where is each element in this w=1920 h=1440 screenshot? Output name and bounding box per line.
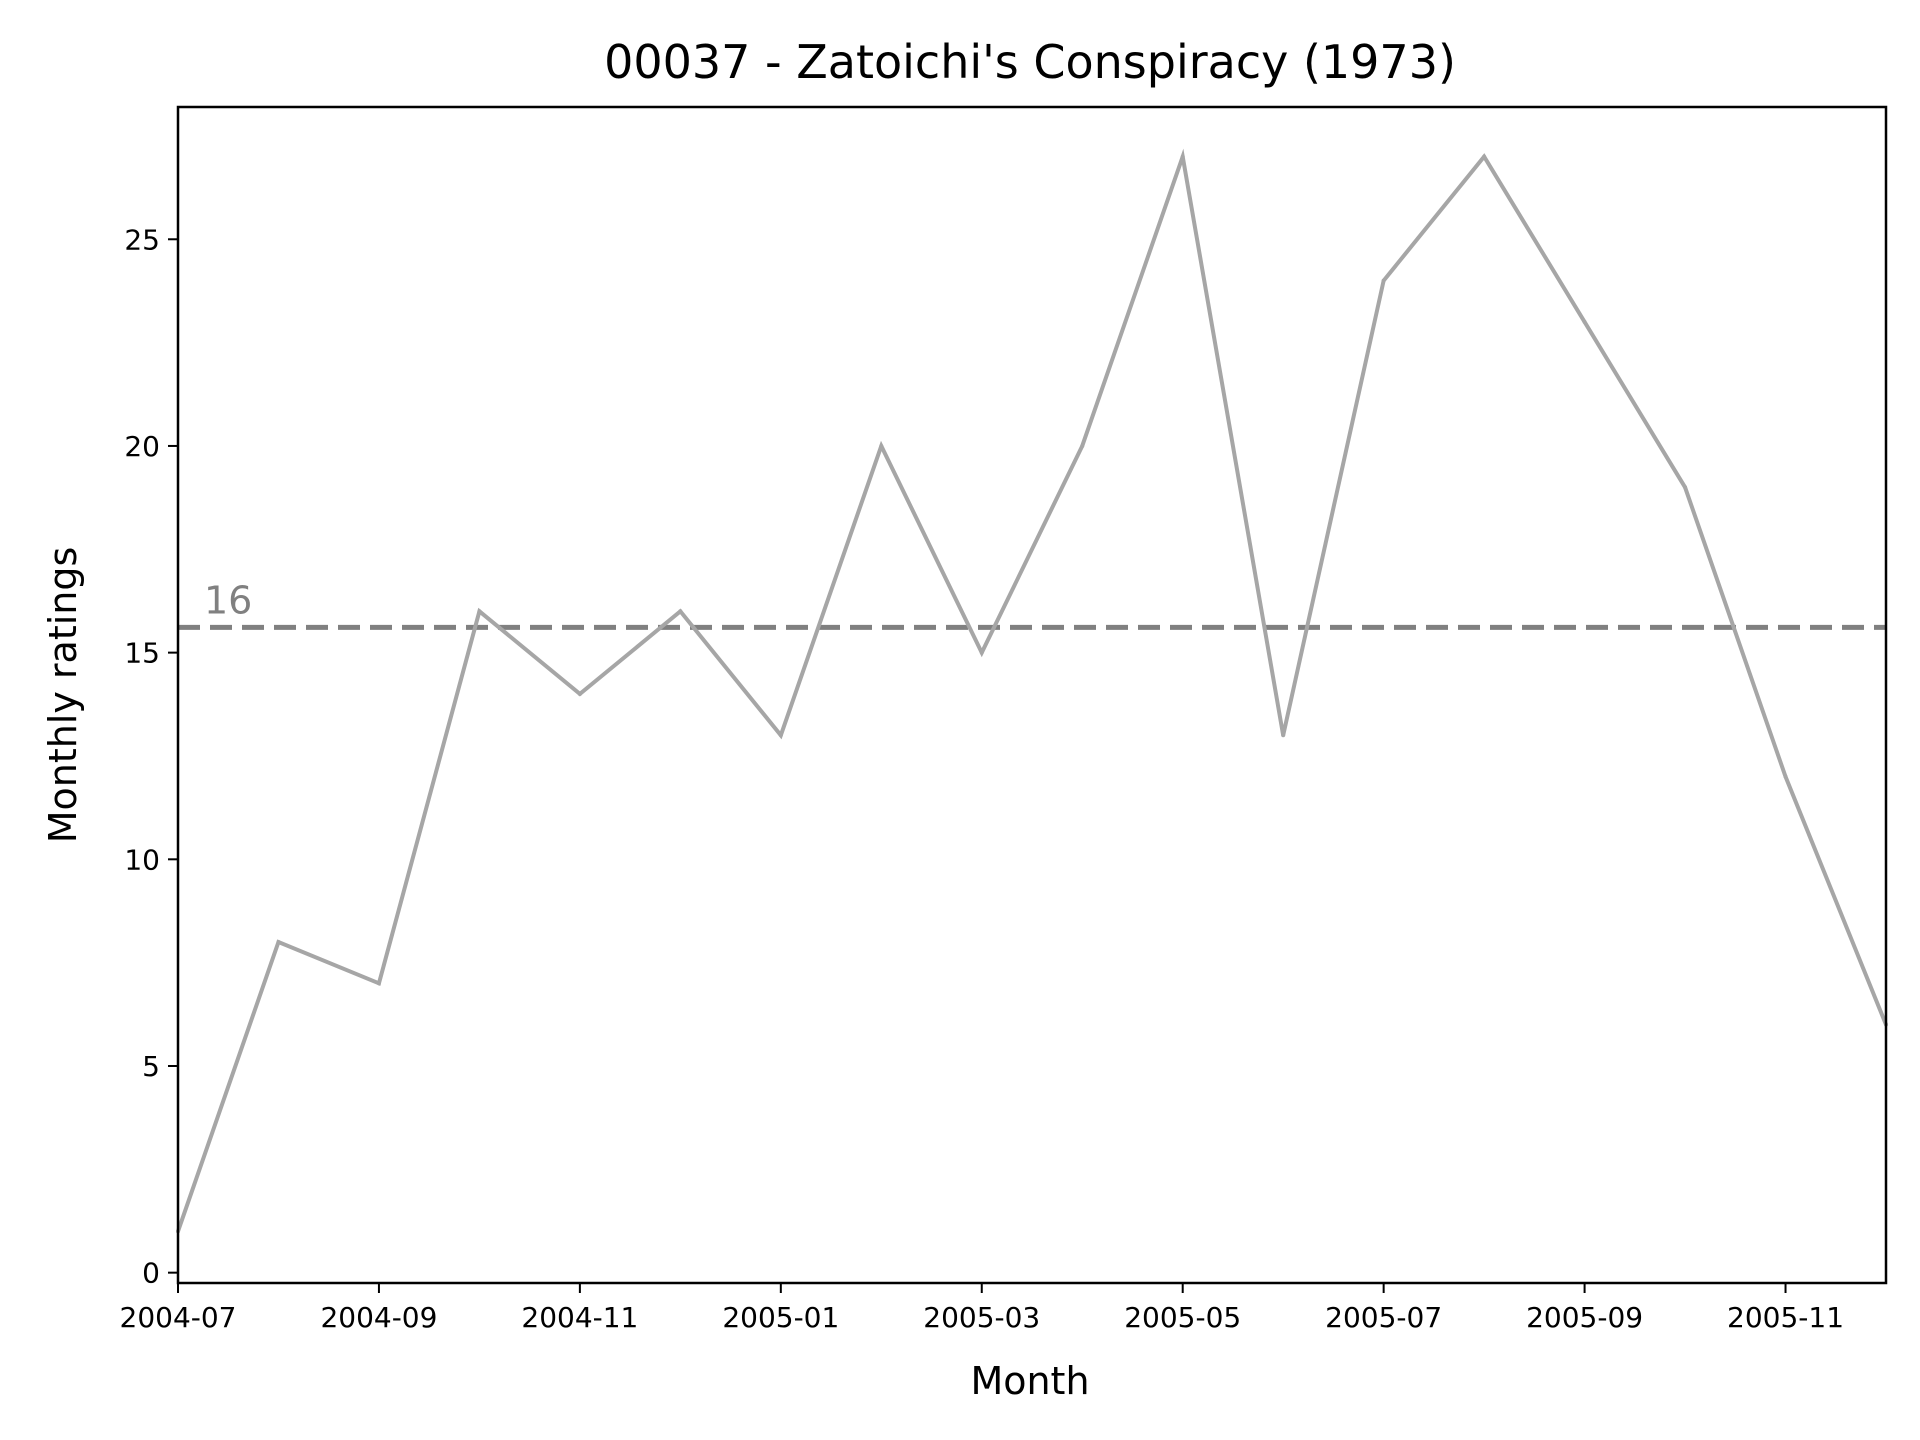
- mean-reference-label: 16: [204, 578, 252, 622]
- data-point: [1683, 485, 1688, 490]
- series-line-0: [176, 148, 1888, 1232]
- y-tick-label: 20: [124, 430, 160, 463]
- data-point: [376, 981, 381, 986]
- data-point: [1482, 154, 1487, 159]
- x-tick-label: 2005-11: [1727, 1301, 1844, 1334]
- x-tick-label: 2005-03: [923, 1301, 1040, 1334]
- x-tick-label: 2004-11: [521, 1301, 638, 1334]
- data-point: [678, 609, 683, 614]
- y-tick-label: 10: [124, 843, 160, 876]
- axes-frame: [176, 105, 1888, 1285]
- data-point: [1381, 278, 1386, 283]
- data-point: [1180, 154, 1185, 159]
- x-tick-label: 2005-05: [1124, 1301, 1241, 1334]
- x-tick-label: 2005-07: [1325, 1301, 1442, 1334]
- y-axis: 0 5 10 15 20 25: [124, 223, 178, 1290]
- y-tick-label: 25: [124, 223, 160, 256]
- y-tick-label: 15: [124, 637, 160, 670]
- x-tick-label: 2005-01: [722, 1301, 839, 1334]
- x-axis-label: Month: [970, 1359, 1089, 1403]
- data-point: [778, 733, 783, 738]
- x-tick-label: 2004-09: [320, 1301, 437, 1334]
- x-tick-label: 2005-09: [1526, 1301, 1643, 1334]
- x-tick-label: 2004-07: [120, 1301, 237, 1334]
- x-axis: 2004-07 2004-09 2004-11 2005-01 2005-03 2005-…: [120, 1283, 1844, 1334]
- data-point: [1783, 774, 1788, 779]
- data-point: [1281, 733, 1286, 738]
- plot-area: 16: [176, 148, 1888, 1234]
- y-tick-label: 5: [142, 1050, 160, 1083]
- data-point: [276, 939, 281, 944]
- data-point: [477, 609, 482, 614]
- y-tick-label: 0: [142, 1257, 160, 1290]
- y-axis-label: Monthly ratings: [41, 547, 85, 844]
- data-point: [979, 650, 984, 655]
- chart-title: 00037 - Zatoichi's Conspiracy (1973): [604, 35, 1456, 89]
- data-point: [577, 691, 582, 696]
- data-point: [1582, 319, 1587, 324]
- data-point: [1080, 443, 1085, 448]
- data-point: [879, 443, 884, 448]
